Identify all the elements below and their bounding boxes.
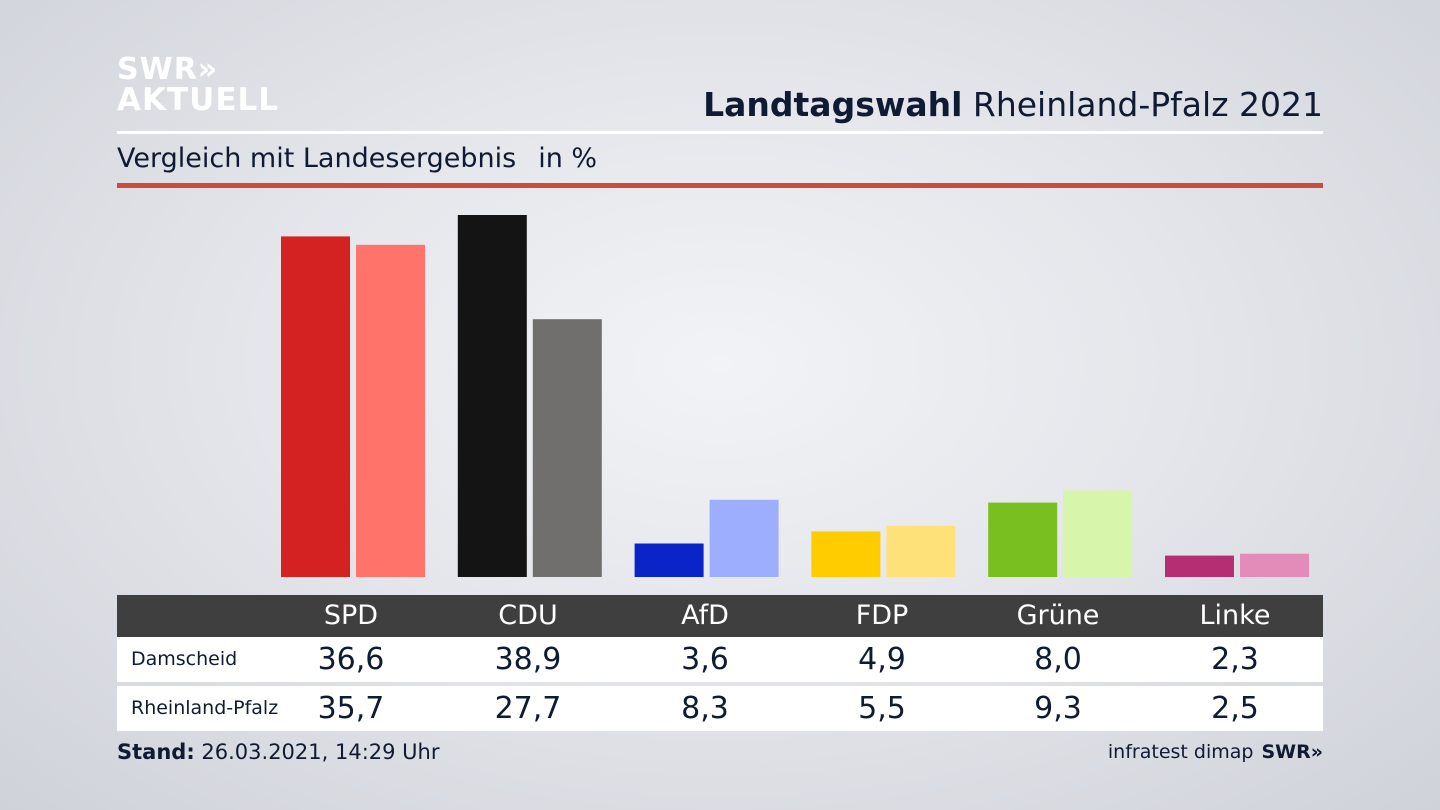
title-bold: Landtagswahl bbox=[703, 85, 963, 124]
cell-spd: 35,7 bbox=[317, 691, 385, 726]
table-row-rheinland-pfalz: Rheinland-Pfalz 35,7 27,7 8,3 5,5 9,3 2,… bbox=[117, 686, 1323, 731]
bar-fdp-rheinland-pfalz bbox=[886, 525, 956, 577]
bar-chart bbox=[281, 215, 1309, 578]
cell-afd: 3,6 bbox=[681, 642, 729, 677]
row-label: Rheinland-Pfalz bbox=[131, 697, 279, 719]
bar-fdp-damscheid bbox=[811, 531, 881, 577]
stand-label: Stand: bbox=[117, 740, 195, 764]
cell-linke: 2,3 bbox=[1211, 642, 1259, 677]
header-cdu: CDU bbox=[498, 600, 558, 631]
cell-gruene: 9,3 bbox=[1034, 691, 1082, 726]
cell-gruene: 8,0 bbox=[1034, 642, 1082, 677]
cell-spd: 36,6 bbox=[317, 642, 385, 677]
bar-gruene-damscheid bbox=[988, 502, 1058, 577]
cell-linke: 2,5 bbox=[1211, 691, 1259, 726]
stand-timestamp: Stand: 26.03.2021, 14:29 Uhr bbox=[117, 740, 440, 764]
bar-cdu-rheinland-pfalz bbox=[532, 319, 602, 577]
cell-cdu: 38,9 bbox=[494, 642, 562, 677]
header-fdp: FDP bbox=[855, 600, 909, 631]
title-rest: Rheinland-Pfalz 2021 bbox=[962, 85, 1323, 124]
source-credit: infratest dimap SWR» bbox=[1108, 741, 1323, 763]
page-title: Landtagswahl Rheinland-Pfalz 2021 bbox=[703, 85, 1323, 124]
logo-line-2: AKTUELL bbox=[117, 82, 280, 118]
table-row-damscheid: Damscheid 36,6 38,9 3,6 4,9 8,0 2,3 bbox=[117, 637, 1323, 682]
stand-value: 26.03.2021, 14:29 Uhr bbox=[194, 740, 440, 764]
header-afd: AfD bbox=[681, 600, 729, 631]
bar-linke-rheinland-pfalz bbox=[1240, 553, 1309, 577]
bar-spd-rheinland-pfalz bbox=[356, 244, 425, 578]
cell-cdu: 27,7 bbox=[494, 691, 562, 726]
source-text: infratest dimap bbox=[1107, 741, 1254, 763]
cell-fdp: 4,9 bbox=[858, 642, 906, 677]
bar-spd-damscheid bbox=[281, 236, 350, 577]
header-divider bbox=[117, 131, 1323, 134]
swr-brand: SWR» bbox=[1261, 741, 1323, 763]
bar-afd-rheinland-pfalz bbox=[709, 499, 779, 577]
header-gruene: Grüne bbox=[1016, 600, 1100, 631]
row-label: Damscheid bbox=[131, 648, 238, 670]
cell-fdp: 5,5 bbox=[858, 691, 906, 726]
subtitle-divider bbox=[117, 183, 1323, 188]
chart-subtitle: Vergleich mit Landesergebnis in % bbox=[117, 143, 597, 174]
header-spd: SPD bbox=[323, 600, 379, 631]
table-header: SPD CDU AfD FDP Grüne Linke bbox=[117, 595, 1323, 637]
header-linke: Linke bbox=[1199, 600, 1271, 631]
bar-gruene-rheinland-pfalz bbox=[1063, 490, 1133, 577]
swr-aktuell-logo: SWR» AKTUELL bbox=[117, 54, 279, 116]
cell-afd: 8,3 bbox=[681, 691, 729, 726]
subtitle-text: Vergleich mit Landesergebnis bbox=[117, 143, 517, 174]
logo-line-1: SWR» bbox=[117, 52, 219, 87]
bar-afd-damscheid bbox=[634, 543, 704, 577]
bar-cdu-damscheid bbox=[457, 215, 527, 577]
bar-linke-damscheid bbox=[1165, 555, 1234, 577]
subtitle-unit: in % bbox=[538, 143, 598, 174]
